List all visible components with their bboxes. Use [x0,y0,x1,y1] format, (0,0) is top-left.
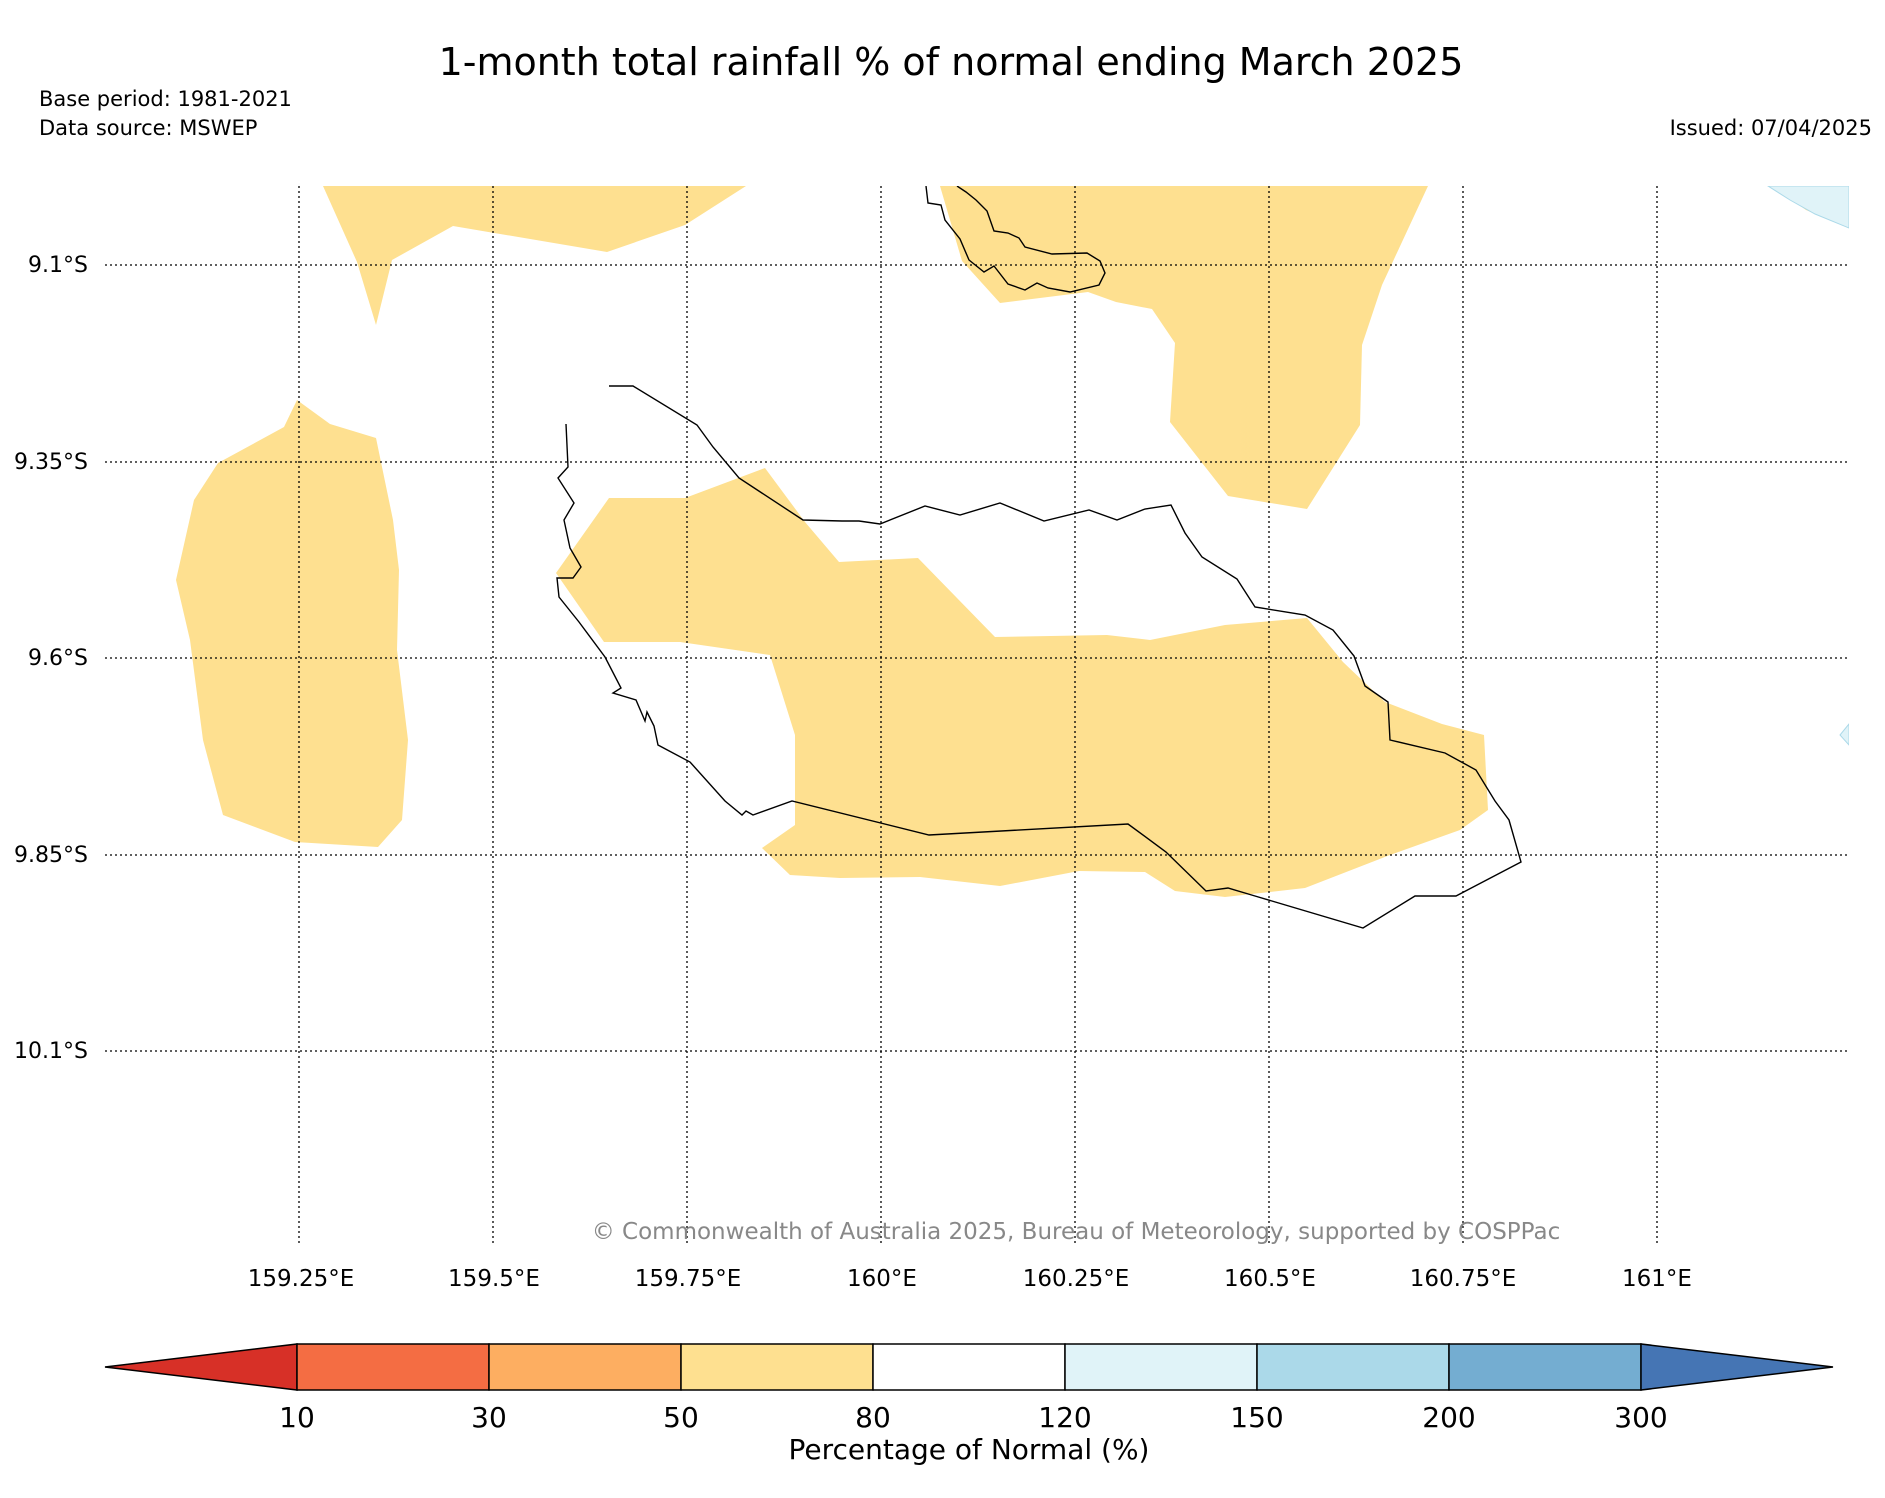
lat-label: 9.35°S [14,450,88,475]
gridlines [105,186,1849,1246]
shade-region-north [923,186,1428,509]
colorbar-segment [1064,1343,1258,1391]
lat-label: 9.6°S [28,646,88,671]
lon-label: 161°E [1622,1266,1692,1292]
colorbar-tick-label: 120 [1038,1401,1091,1434]
rainfall-shading-wet [1767,186,1849,746]
rainfall-shading [176,186,1849,897]
coastlines [556,186,1522,929]
colorbar-tick-label: 10 [279,1401,315,1434]
colorbar-tick-label: 80 [855,1401,891,1434]
colorbar-tick-label: 50 [663,1401,699,1434]
colorbar-label: Percentage of Normal (%) [789,1433,1150,1466]
longitude-labels: 159.25°E 159.5°E 159.75°E 160°E 160.25°E… [248,1266,1692,1292]
colorbar-tick-label: 300 [1614,1401,1667,1434]
map-area: 9.1°S 9.35°S 9.6°S 9.85°S 10.1°S 159.25°… [14,186,1849,1292]
colorbar-tick-label: 150 [1230,1401,1283,1434]
lat-label: 9.85°S [14,843,88,868]
colorbar-ticks: 10 30 50 80 120 150 200 300 [279,1401,1668,1434]
colorbar-extend-high [1640,1343,1834,1391]
lat-label: 10.1°S [14,1039,88,1064]
lon-label: 159.25°E [248,1266,355,1292]
shade-region-central [556,468,1488,897]
shade-region-northwest [323,186,746,325]
lon-label: 160°E [847,1266,917,1292]
base-period-text: Base period: 1981-2021 [39,87,292,111]
copyright-notice: © Commonwealth of Australia 2025, Bureau… [592,1219,1561,1245]
shade-region-east-edge [1839,723,1849,746]
colorbar-segment [488,1343,682,1391]
colorbar [104,1343,1834,1391]
lat-label: 9.1°S [28,253,88,278]
colorbar-segment [296,1343,490,1391]
issued-date-text: Issued: 07/04/2025 [1670,116,1872,140]
coastline-ngella-north [925,186,1106,293]
coastline-guadalcanal [556,385,1522,929]
lon-label: 160.5°E [1224,1266,1316,1292]
colorbar-tick-label: 30 [471,1401,507,1434]
shade-region-northeast [1767,186,1849,229]
data-source-text: Data source: MSWEP [39,116,257,140]
colorbar-segment [872,1343,1066,1391]
colorbar-segment [1256,1343,1450,1391]
lon-label: 160.25°E [1023,1266,1130,1292]
colorbar-tick-label: 200 [1422,1401,1475,1434]
figure-title: 1-month total rainfall % of normal endin… [439,40,1464,84]
colorbar-segment [1448,1343,1642,1391]
lon-label: 159.5°E [448,1266,540,1292]
lon-label: 159.75°E [635,1266,742,1292]
colorbar-extend-low [104,1343,298,1391]
lon-label: 160.75°E [1410,1266,1517,1292]
latitude-labels: 9.1°S 9.35°S 9.6°S 9.85°S 10.1°S [14,253,88,1064]
shade-region-west [176,400,408,847]
colorbar-segment [680,1343,874,1391]
